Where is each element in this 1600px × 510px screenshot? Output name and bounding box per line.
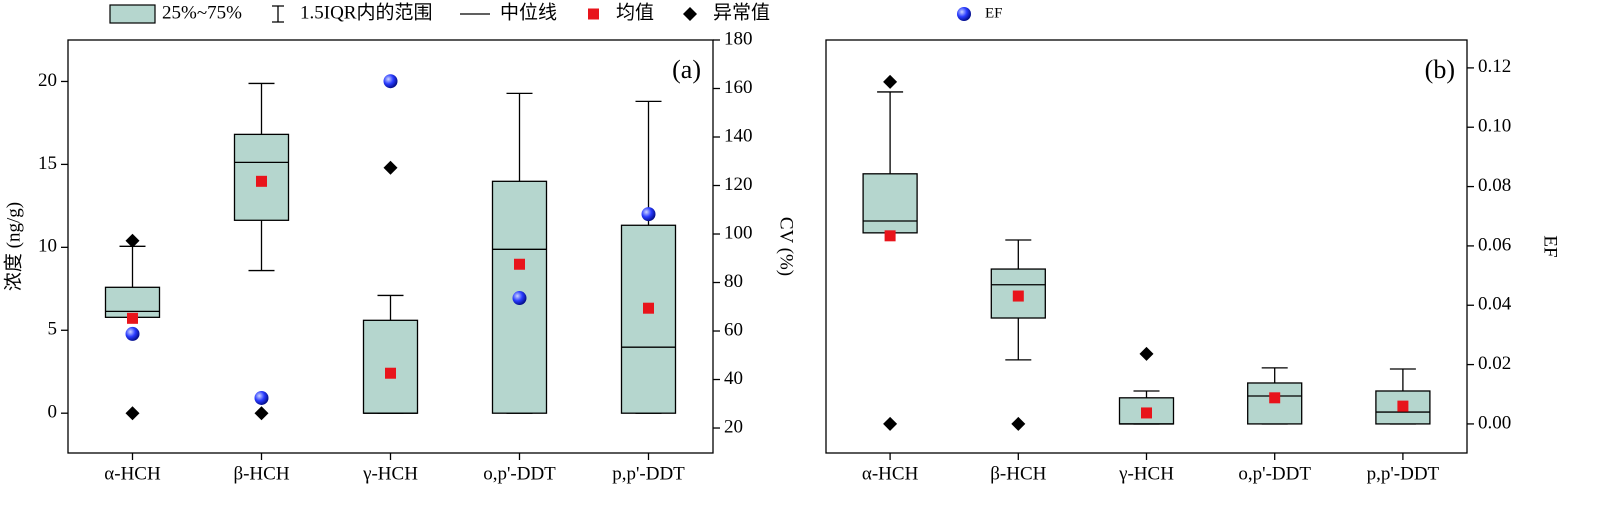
y-tick-label: 5 [48, 319, 58, 340]
ef-marker [125, 326, 140, 341]
outlier-marker [883, 416, 898, 431]
ef-marker [254, 390, 269, 405]
mean-marker [1141, 407, 1152, 419]
outlier-marker [125, 233, 140, 248]
mean-marker [127, 312, 138, 324]
y-tick-label: 0.06 [1478, 234, 1511, 255]
y-tick-label: 0.02 [1478, 353, 1511, 374]
outlier-marker [383, 160, 398, 175]
x-tick-label: o,p'-DDT [483, 463, 556, 484]
box [362, 319, 419, 414]
legend-label: EF [985, 5, 1003, 21]
x-tick-label: β-HCH [990, 463, 1046, 484]
legend-swatch [957, 7, 971, 21]
x-tick-label: o,p'-DDT [1238, 463, 1311, 484]
y-tick-label: 0.00 [1478, 412, 1511, 433]
y2-tick-label: 100 [724, 222, 753, 243]
legend-label: 中位线 [500, 1, 557, 23]
y-tick-label: 15 [38, 153, 57, 174]
mean-marker [1269, 392, 1281, 404]
legend-label: 均值 [616, 1, 654, 23]
x-tick-label: α-HCH [104, 463, 161, 484]
mean-marker [884, 230, 896, 242]
legend-swatch [109, 4, 156, 24]
y-tick-label: 0.12 [1478, 56, 1511, 77]
mean-marker [514, 258, 525, 270]
outlier-marker [883, 74, 898, 89]
x-tick-label: γ-HCH [362, 463, 418, 484]
outlier-marker [125, 406, 140, 421]
y2-tick-label: 140 [724, 125, 753, 146]
outlier-marker [254, 406, 269, 421]
box [862, 173, 918, 234]
mean-marker [643, 302, 654, 314]
y2-tick-label: 120 [724, 174, 753, 195]
mean-marker [1397, 400, 1409, 412]
panel-label: (a) [672, 55, 701, 84]
y-tick-label: 0.10 [1478, 116, 1511, 137]
y2-tick-label: 160 [724, 77, 753, 98]
y2-tick-label: 40 [724, 368, 743, 389]
y-axis-label: 浓度 (ng/g) [2, 202, 24, 291]
x-tick-label: γ-HCH [1118, 463, 1174, 484]
y-tick-label: 10 [38, 236, 57, 257]
box [620, 224, 677, 414]
x-tick-label: p,p'-DDT [612, 463, 685, 484]
ef-marker [512, 291, 527, 306]
y-tick-label: 0 [48, 402, 58, 423]
mean-marker [385, 367, 396, 379]
x-tick-label: β-HCH [233, 463, 289, 484]
y2-tick-label: 180 [724, 28, 753, 49]
y-tick-label: 0.04 [1478, 294, 1512, 315]
y-tick-label: 0.08 [1478, 175, 1511, 196]
y-axis-label: EF [1540, 235, 1561, 257]
y2-tick-label: 60 [724, 319, 743, 340]
ef-marker [641, 207, 656, 222]
y2-tick-label: 80 [724, 271, 743, 292]
outlier-marker [1139, 346, 1154, 361]
y2-axis-label: CV (%) [776, 217, 797, 276]
ef-marker [383, 74, 398, 89]
legend-swatch [683, 7, 697, 21]
legend-label: 异常值 [713, 1, 770, 23]
y2-tick-label: 20 [724, 416, 743, 437]
outlier-marker [1011, 416, 1026, 431]
mean-marker [1012, 290, 1024, 302]
box [1247, 382, 1303, 425]
x-tick-label: p,p'-DDT [1367, 463, 1440, 484]
legend-label: 1.5IQR内的范围 [300, 1, 432, 23]
y-tick-label: 20 [38, 70, 57, 91]
x-tick-label: α-HCH [862, 463, 919, 484]
panel-label: (b) [1425, 55, 1455, 84]
mean-marker [256, 175, 267, 187]
legend-label: 25%~75% [162, 2, 242, 23]
legend-swatch [272, 5, 284, 23]
legend-swatch [588, 8, 599, 20]
